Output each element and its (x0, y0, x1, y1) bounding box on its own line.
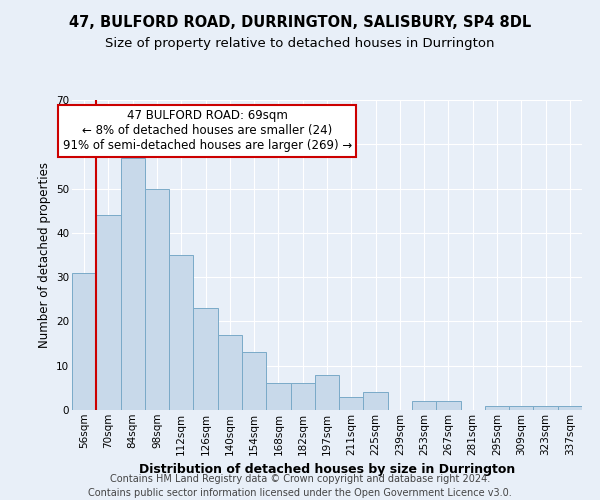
Bar (364, 392, 388, 410)
Bar (533, 406, 558, 410)
Bar (558, 406, 582, 410)
Bar (72, 272, 96, 410)
Text: 47 BULFORD ROAD: 69sqm
← 8% of detached houses are smaller (24)
91% of semi-deta: 47 BULFORD ROAD: 69sqm ← 8% of detached … (62, 110, 352, 152)
Bar (412, 401, 436, 410)
Bar (169, 255, 193, 410)
Bar (145, 188, 169, 410)
Text: 47, BULFORD ROAD, DURRINGTON, SALISBURY, SP4 8DL: 47, BULFORD ROAD, DURRINGTON, SALISBURY,… (69, 15, 531, 30)
Bar (315, 374, 339, 410)
X-axis label: Distribution of detached houses by size in Durrington: Distribution of detached houses by size … (139, 463, 515, 476)
Text: Size of property relative to detached houses in Durrington: Size of property relative to detached ho… (105, 38, 495, 51)
Text: Contains HM Land Registry data © Crown copyright and database right 2024.
Contai: Contains HM Land Registry data © Crown c… (88, 474, 512, 498)
Bar (218, 334, 242, 410)
Bar (509, 406, 533, 410)
Bar (485, 406, 509, 410)
Bar (290, 384, 315, 410)
Bar (339, 396, 364, 410)
Bar (96, 215, 121, 410)
Bar (121, 158, 145, 410)
Bar (193, 308, 218, 410)
Bar (242, 352, 266, 410)
Bar (266, 384, 290, 410)
Y-axis label: Number of detached properties: Number of detached properties (38, 162, 50, 348)
Bar (436, 401, 461, 410)
